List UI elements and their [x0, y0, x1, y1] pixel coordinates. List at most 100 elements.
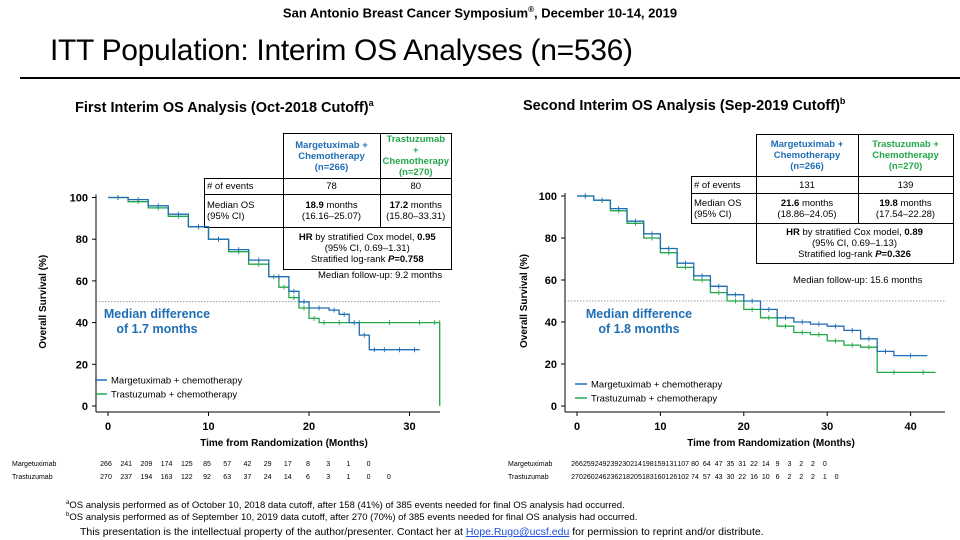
- chart2-y-tick-label: 100: [539, 191, 557, 203]
- chart2-at-risk-value: 2: [799, 474, 803, 481]
- chart1-y-tick-label: 80: [76, 234, 88, 246]
- chart1-at-risk-value: 3: [326, 461, 330, 468]
- footnote-a: aOS analysis performed as of October 10,…: [66, 500, 625, 512]
- chart2-at-risk-value: 10: [762, 474, 770, 481]
- chart2-at-risk-label: Trastuzumab: [508, 474, 549, 481]
- chart1-y-tick-label: 0: [82, 401, 88, 413]
- chart1-at-risk-value: 3: [326, 474, 330, 481]
- chart2-at-risk-value: 64: [703, 461, 711, 468]
- chart2-at-risk-value: 2: [787, 474, 791, 481]
- chart1-at-risk-value: 0: [367, 461, 371, 468]
- chart2-at-risk-value: 74: [691, 474, 699, 481]
- chart1-at-risk-value: 266: [100, 461, 112, 468]
- chart1-x-tick-label: 30: [403, 421, 415, 433]
- chart2-at-risk-value: 159: [654, 461, 666, 468]
- chart1-legend-label: Trastuzumab + chemotherapy: [111, 390, 237, 401]
- chart2-at-risk-value: 218: [618, 474, 630, 481]
- chart2-at-risk-value: 6: [776, 474, 780, 481]
- chart2-at-risk-value: 205: [630, 474, 642, 481]
- chart1-at-risk-label: Margetuximab: [12, 461, 56, 468]
- chart2-at-risk-value: 236: [607, 474, 619, 481]
- arm2-header: Trastuzumab + Chemotherapy (n=270): [379, 133, 453, 179]
- median-os-label: Median OS (95% CI): [204, 194, 284, 228]
- chart2-at-risk-value: 259: [583, 461, 595, 468]
- chart1-at-risk-value: 1: [346, 474, 350, 481]
- chart2-at-risk-value: 80: [691, 461, 699, 468]
- chart2-x-tick-label: 10: [654, 421, 666, 433]
- chart2-at-risk-value: 47: [715, 461, 723, 468]
- chart1-at-risk-value: 6: [306, 474, 310, 481]
- chart2-x-tick-label: 20: [738, 421, 750, 433]
- arm1-header: Margetuximab + Chemotherapy (n=266): [282, 133, 381, 179]
- chart1-legend-label: Margetuximab + chemotherapy: [111, 376, 242, 387]
- chart2-at-risk-value: 160: [654, 474, 666, 481]
- panel1-title: First Interim OS Analysis (Oct-2018 Cuto…: [75, 98, 374, 116]
- chart2-at-risk-value: 239: [607, 461, 619, 468]
- chart1-at-risk-value: 122: [181, 474, 193, 481]
- chart2-at-risk-value: 131: [666, 461, 678, 468]
- panel2-title: Second Interim OS Analysis (Sep-2019 Cut…: [523, 96, 846, 114]
- chart2-at-risk-value: 230: [618, 461, 630, 468]
- chart2-series-margetuximab: [577, 195, 928, 357]
- panel2-median-difference: Median difference of 1.8 months: [585, 307, 693, 336]
- chart2-at-risk-value: 270: [571, 474, 583, 481]
- chart2-at-risk-label: Margetuximab: [508, 461, 552, 468]
- chart1-at-risk-value: 63: [223, 474, 231, 481]
- chart1-at-risk-value: 37: [244, 474, 252, 481]
- chart2-y-axis-label: Overall Survival (%): [519, 254, 530, 348]
- chart2-x-tick-label: 0: [574, 421, 580, 433]
- chart2-at-risk-value: 43: [715, 474, 723, 481]
- chart1-y-tick-label: 20: [76, 359, 88, 371]
- chart2-legend-label: Margetuximab + chemotherapy: [591, 380, 722, 391]
- panel1-stats-table: Margetuximab + Chemotherapy (n=266) Trastu…: [204, 133, 453, 270]
- hazard-ratio: HR by stratified Cox model, 0.95 (95% CI…: [282, 227, 453, 270]
- chart2-at-risk-value: 0: [823, 461, 827, 468]
- chart2-at-risk-value: 266: [571, 461, 583, 468]
- chart2-at-risk-value: 22: [750, 461, 758, 468]
- chart2-at-risk-value: 16: [750, 474, 758, 481]
- chart1-at-risk-value: 0: [367, 474, 371, 481]
- chart2-x-axis-label: Time from Randomization (Months): [687, 438, 855, 449]
- chart1-at-risk-value: 209: [141, 461, 153, 468]
- chart1-x-tick-label: 0: [105, 421, 111, 433]
- chart1-at-risk-value: 57: [223, 461, 231, 468]
- chart2-at-risk-value: 126: [666, 474, 678, 481]
- chart2-at-risk-value: 2: [811, 461, 815, 468]
- hazard-ratio: HR by stratified Cox model, 0.89 (95% CI…: [755, 223, 954, 264]
- chart1-at-risk-value: 163: [161, 474, 173, 481]
- contact-email-link[interactable]: Hope.Rugo@ucsf.edu: [465, 526, 570, 538]
- chart2-at-risk-value: 3: [787, 461, 791, 468]
- chart1-at-risk-value: 14: [284, 474, 292, 481]
- chart1-at-risk-value: 270: [100, 474, 112, 481]
- chart1-at-risk-value: 0: [387, 474, 391, 481]
- chart2-at-risk-value: 214: [630, 461, 642, 468]
- chart1-x-tick-label: 20: [303, 421, 315, 433]
- chart2-at-risk-value: 107: [677, 461, 689, 468]
- chart1-at-risk-value: 92: [203, 474, 211, 481]
- panel2-stats-table: Margetuximab + Chemotherapy (n=266) Trastu…: [691, 134, 954, 264]
- chart2-at-risk-value: 102: [677, 474, 689, 481]
- chart1-at-risk-value: 125: [181, 461, 193, 468]
- chart2-y-tick-label: 80: [545, 233, 557, 245]
- chart1-y-axis-label: Overall Survival (%): [38, 255, 49, 349]
- panel2-followup: Median follow-up: 15.6 months: [793, 275, 923, 286]
- chart1-at-risk-label: Trastuzumab: [12, 474, 53, 481]
- chart2-y-tick-label: 0: [551, 401, 557, 413]
- chart2-at-risk-value: 31: [738, 461, 746, 468]
- chart2-at-risk-value: 30: [727, 474, 735, 481]
- arm2-median-os: 17.2 months (15.80–33.31): [379, 194, 453, 228]
- chart1-at-risk-value: 194: [141, 474, 153, 481]
- chart2-at-risk-value: 246: [595, 474, 607, 481]
- chart2-at-risk-value: 198: [642, 461, 654, 468]
- chart1-y-tick-label: 40: [76, 318, 88, 330]
- chart1-at-risk-value: 1: [346, 461, 350, 468]
- median-os-label: Median OS (95% CI): [691, 193, 757, 224]
- chart2-series-trastuzumab: [577, 195, 936, 374]
- chart2-at-risk-value: 14: [762, 461, 770, 468]
- chart2-at-risk-value: 249: [595, 461, 607, 468]
- chart1-x-tick-label: 10: [202, 421, 214, 433]
- conference-banner: San Antonio Breast Cancer Symposium®, De…: [282, 5, 678, 21]
- chart2-at-risk-value: 183: [642, 474, 654, 481]
- chart2-y-tick-label: 20: [545, 359, 557, 371]
- chart1-at-risk-value: 42: [244, 461, 252, 468]
